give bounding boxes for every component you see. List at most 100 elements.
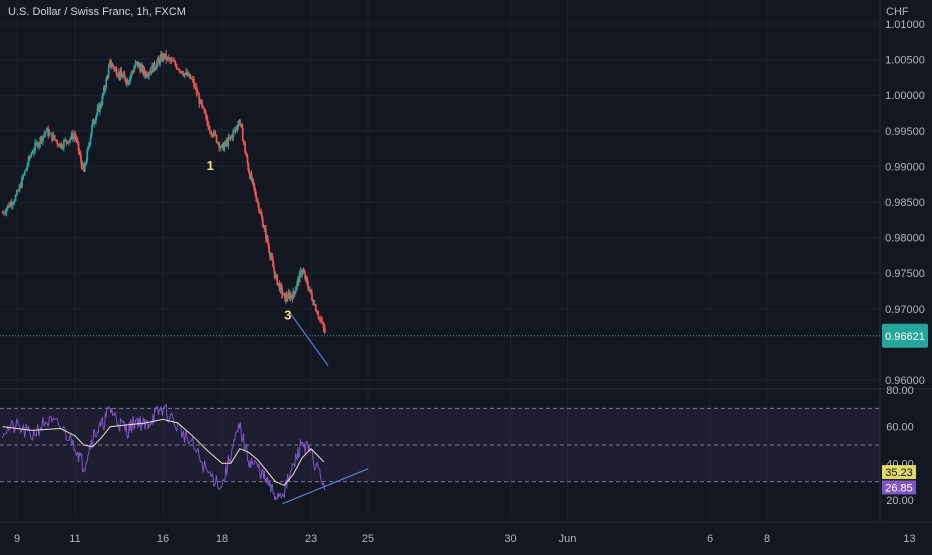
- candle-body: [68, 140, 70, 144]
- candle-body: [163, 53, 166, 59]
- candle-body: [302, 270, 305, 273]
- candle-body: [186, 71, 189, 76]
- candle-body: [167, 57, 170, 59]
- candle-body: [153, 62, 156, 69]
- candle-body: [166, 57, 169, 60]
- price-tick-label: 0.96000: [885, 375, 925, 387]
- candle-body: [289, 295, 292, 299]
- candle-body: [301, 271, 303, 276]
- candle-body: [51, 132, 53, 141]
- candle-body: [120, 70, 123, 76]
- candle-body: [179, 70, 182, 72]
- candle-body: [245, 151, 247, 155]
- candle-body: [154, 68, 157, 70]
- candle-body: [61, 147, 64, 149]
- candle-body: [197, 93, 199, 96]
- rsi-trendline: [282, 468, 369, 505]
- candle-body: [117, 76, 120, 77]
- candle-body: [256, 200, 259, 202]
- candle-body: [14, 195, 17, 201]
- candle-body: [211, 134, 214, 136]
- candle-body: [89, 138, 92, 145]
- candle-body: [5, 208, 8, 214]
- candle-body: [70, 133, 73, 139]
- time-tick-label: 30: [504, 533, 516, 545]
- candle-body: [313, 304, 316, 305]
- candle-body: [308, 289, 311, 291]
- candle-body: [210, 131, 213, 135]
- candle-body: [159, 57, 161, 64]
- candle-body: [91, 125, 93, 134]
- candle-body: [283, 293, 286, 295]
- candle-body: [79, 154, 82, 162]
- candle-body: [233, 130, 236, 132]
- candle-body: [316, 311, 319, 315]
- candle-body: [112, 65, 115, 68]
- candle-body: [6, 204, 9, 209]
- candle-body: [79, 153, 82, 155]
- candle-body: [318, 317, 321, 319]
- candle-body: [18, 185, 21, 192]
- candle-body: [52, 135, 55, 141]
- candle-body: [288, 292, 291, 295]
- candle-body: [12, 203, 14, 206]
- candle-body: [147, 75, 150, 77]
- price-tick-label: 1.01000: [885, 19, 925, 31]
- rsi-ma-line: [2, 418, 325, 486]
- candle-body: [266, 236, 269, 243]
- candle-body: [177, 68, 179, 70]
- candle-body: [215, 134, 218, 143]
- candle-body: [26, 165, 29, 169]
- rsi-ma-value: 35.23: [885, 467, 913, 479]
- candle-body: [123, 73, 126, 77]
- candle-body: [190, 78, 193, 80]
- candle-body: [44, 131, 47, 134]
- candle-body: [124, 76, 127, 82]
- candle-body: [243, 141, 246, 144]
- candle-body: [272, 260, 275, 267]
- candle-body: [82, 163, 85, 170]
- candle-body: [101, 95, 104, 105]
- candle-body: [271, 256, 274, 261]
- candle-body: [13, 200, 16, 204]
- candle-body: [320, 318, 322, 322]
- candle-body: [182, 73, 185, 76]
- rsi-tick-label: 60.00: [886, 422, 914, 434]
- candle-body: [30, 153, 33, 157]
- candle-body: [169, 58, 171, 61]
- candle-body: [53, 135, 56, 140]
- candle-body: [247, 163, 250, 171]
- candle-body: [43, 133, 46, 136]
- candle-body: [102, 94, 104, 96]
- candle-body: [254, 190, 257, 196]
- candle-body: [175, 65, 178, 69]
- candle-body: [257, 201, 259, 204]
- candle-body: [250, 173, 253, 181]
- candle-body: [34, 142, 37, 151]
- candle-body: [110, 66, 113, 68]
- candle-body: [274, 274, 277, 278]
- candle-body: [127, 82, 130, 85]
- price-tick-label: 1.00500: [885, 55, 925, 67]
- candle-body: [260, 211, 263, 216]
- price-tick-label: 0.98000: [885, 233, 925, 245]
- candle-body: [261, 218, 264, 227]
- candle-body: [285, 295, 288, 299]
- candle-body: [31, 152, 34, 154]
- candle-body: [145, 72, 148, 77]
- candle-body: [95, 113, 98, 117]
- price-tick-label: 0.99000: [885, 161, 925, 173]
- candle-body: [171, 59, 174, 62]
- last-price-tag: [882, 323, 928, 348]
- candle-body: [195, 86, 198, 94]
- candle-body: [223, 145, 226, 151]
- candle-body: [129, 75, 132, 78]
- candle-body: [212, 131, 215, 136]
- candle-body: [59, 143, 61, 147]
- candle-body: [156, 62, 158, 68]
- candle-body: [108, 63, 111, 69]
- rsi-line: [2, 403, 326, 501]
- rsi-band-fill: [0, 408, 880, 482]
